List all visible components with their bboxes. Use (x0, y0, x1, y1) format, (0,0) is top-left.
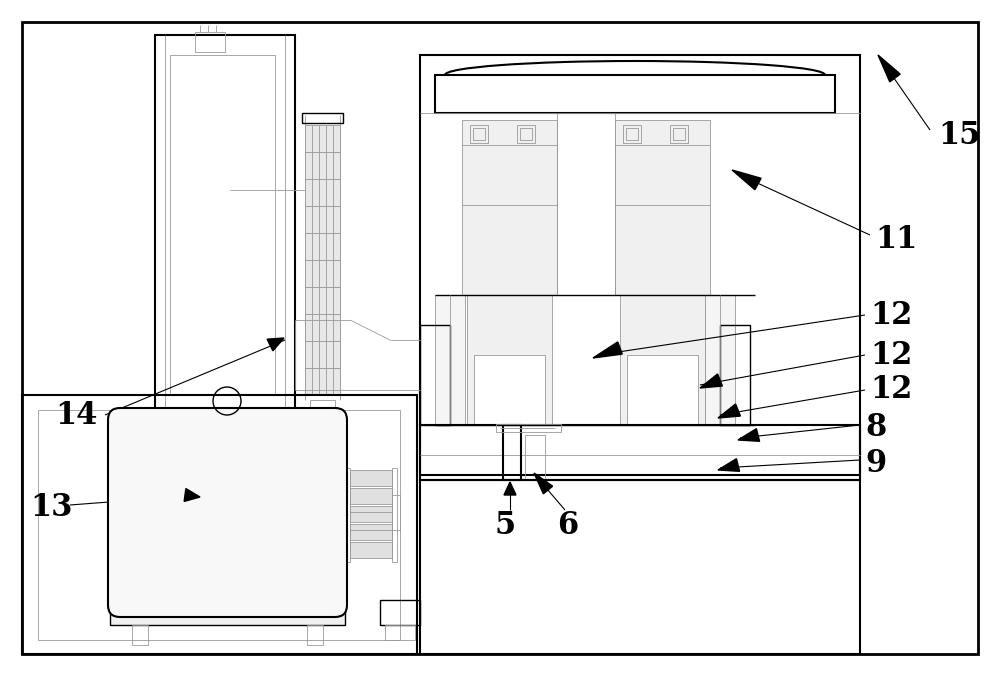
Bar (670, 125, 688, 143)
Polygon shape (738, 429, 760, 441)
Bar (350, 470, 392, 486)
Bar (615, 120, 710, 295)
Text: 13: 13 (30, 493, 72, 523)
Bar (435, 75, 835, 113)
Bar (302, 113, 343, 123)
Bar (345, 468, 350, 562)
Bar (473, 128, 485, 140)
Bar (420, 480, 860, 654)
Text: 8: 8 (865, 412, 886, 443)
Bar (626, 128, 638, 140)
Bar (170, 55, 275, 395)
Text: 14: 14 (55, 400, 97, 431)
Bar (305, 125, 340, 152)
Bar (462, 120, 557, 295)
Text: 6: 6 (557, 510, 579, 541)
Text: 9: 9 (865, 448, 886, 479)
Bar (467, 295, 552, 425)
Text: 5: 5 (494, 510, 516, 541)
Bar (420, 425, 860, 480)
Text: 15: 15 (938, 120, 980, 151)
Bar (627, 355, 698, 425)
Bar (350, 524, 392, 540)
Polygon shape (878, 55, 900, 82)
Bar (420, 55, 860, 475)
Bar (350, 506, 392, 522)
Bar (132, 625, 148, 645)
Bar (392, 495, 400, 530)
Bar (496, 424, 561, 432)
Bar (380, 600, 420, 625)
Text: 12: 12 (870, 339, 912, 370)
Bar (110, 600, 345, 625)
Bar (310, 400, 335, 408)
Bar (195, 32, 225, 52)
Bar (22, 395, 417, 654)
Bar (705, 295, 735, 425)
Text: 11: 11 (875, 224, 917, 256)
Polygon shape (534, 473, 553, 493)
Bar (520, 128, 532, 140)
Bar (503, 425, 521, 480)
Bar (305, 233, 340, 260)
Bar (385, 625, 415, 640)
Polygon shape (267, 338, 284, 351)
Bar (305, 179, 340, 206)
Bar (392, 468, 397, 562)
Text: 12: 12 (870, 299, 912, 331)
Bar (525, 435, 545, 480)
Bar (155, 35, 295, 420)
Polygon shape (732, 170, 761, 190)
Bar (38, 410, 400, 640)
Polygon shape (504, 482, 516, 495)
Bar (470, 125, 488, 143)
Bar (305, 260, 340, 287)
Bar (195, 415, 215, 425)
Bar (305, 314, 340, 341)
Bar (185, 475, 265, 560)
Bar (474, 355, 545, 425)
Bar (305, 287, 340, 314)
Polygon shape (700, 374, 722, 388)
Bar (620, 295, 705, 425)
FancyBboxPatch shape (108, 408, 347, 617)
Bar (517, 125, 535, 143)
Bar (673, 128, 685, 140)
Bar (435, 295, 465, 425)
Polygon shape (184, 489, 200, 502)
Bar (307, 625, 323, 645)
Bar (420, 325, 450, 425)
Bar (350, 542, 392, 558)
Text: 12: 12 (870, 375, 912, 406)
Bar (220, 415, 240, 425)
Bar (305, 341, 340, 368)
Bar (305, 368, 340, 395)
Bar (305, 206, 340, 233)
Polygon shape (718, 459, 740, 471)
Polygon shape (593, 342, 622, 358)
Bar (350, 488, 392, 504)
Bar (623, 125, 641, 143)
Polygon shape (718, 404, 740, 418)
Bar (720, 325, 750, 425)
Bar (305, 152, 340, 179)
